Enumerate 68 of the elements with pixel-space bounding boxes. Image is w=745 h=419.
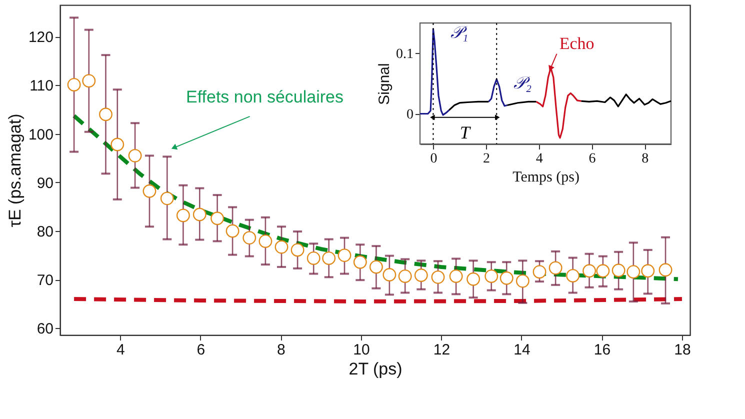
point [369,260,383,274]
x-tick-label: 6 [588,152,596,166]
point [226,224,240,238]
point [258,234,272,248]
x-tick-label: 4 [536,152,543,166]
x-axis-title: Temps (ps) [512,170,580,186]
point [500,271,514,285]
y-tick-label: 110 [30,78,54,95]
point [532,265,546,279]
point [382,268,396,282]
point [274,240,288,254]
x-axis-title: 2T (ps) [348,360,402,378]
point [192,208,206,222]
point [306,252,320,265]
point [160,192,174,206]
x-tick-label: 8 [642,152,649,166]
point [338,248,352,262]
point [414,268,428,282]
annotation: Effets non séculaires [186,87,344,106]
point [658,263,672,277]
point [290,243,304,257]
point [142,184,156,198]
y-tick-label: 90 [36,174,54,192]
point [99,108,112,122]
y-tick-label: 80 [36,223,54,240]
point [128,148,142,162]
x-tick-label: 6 [196,342,206,358]
point [210,212,224,226]
point [353,255,367,269]
x-tick-label: 14 [514,342,530,358]
point [398,269,412,283]
y-tick-label: 100 [28,126,54,144]
y-tick-label: 120 [28,29,54,46]
point [596,264,610,278]
x-tick-label: 2 [483,152,490,166]
point [67,78,81,92]
point [431,270,445,284]
point [626,265,640,279]
x-tick-label: 8 [277,342,286,358]
x-tick-label: 12 [433,342,450,358]
point [548,261,562,275]
point [641,264,655,278]
annotation: T [460,122,472,142]
point [582,264,596,278]
point [484,269,498,283]
point [176,208,190,222]
x-tick-label: 18 [674,342,691,358]
x-tick-label: 4 [116,342,125,358]
y-tick-label: 60 [36,320,54,338]
point [82,74,96,88]
point [449,269,463,283]
point [516,274,530,288]
y-axis-title: τE (ps.amagat) [5,114,24,228]
annotation: 𝒫₁ [450,23,468,42]
point [612,264,626,278]
point [566,268,580,282]
point [466,272,480,286]
x-tick-label: 16 [594,342,611,358]
point [322,252,336,265]
y-axis-title: Signal [376,63,393,105]
y-tick-label: 0.1 [396,46,414,62]
annotation: Echo [559,34,594,53]
point [242,231,256,245]
annotation: 𝒫₂ [514,73,532,92]
x-tick-label: 10 [353,342,370,358]
y-tick-label: 70 [36,272,54,290]
x-tick-label: 0 [430,152,438,166]
point [110,138,124,152]
